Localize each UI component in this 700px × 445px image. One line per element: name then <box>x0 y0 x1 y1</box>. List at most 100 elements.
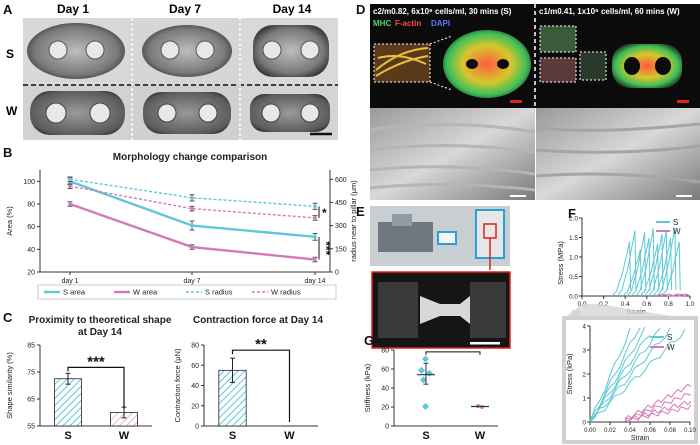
y2-tick-label: 150 <box>335 246 347 253</box>
pillar <box>195 40 215 60</box>
data-point-s <box>425 369 434 377</box>
y-tick-label: 4 <box>582 324 586 331</box>
stress-curve-s <box>635 228 655 297</box>
inset-w-zoom-3 <box>579 51 607 81</box>
row-s-label: S <box>6 47 14 61</box>
inset-w-zoom-2 <box>539 57 577 83</box>
device-highlight-blue <box>437 231 457 245</box>
x-tick-label: S <box>64 430 71 442</box>
legend-label: S radius <box>205 288 233 297</box>
stress-curve-s <box>626 232 647 297</box>
stress-curve-s <box>639 243 660 297</box>
stress-curve-s <box>589 328 631 423</box>
y-tick-label: 85 <box>27 343 35 350</box>
x-tick-label: S <box>422 430 429 442</box>
legend-label-s: S <box>673 218 678 227</box>
stress-curve-w <box>624 400 692 423</box>
pillar-hole <box>497 59 509 69</box>
bar-S <box>54 378 82 427</box>
chart-c2: 0 20 40 60 80 Contraction force (μN) S W ** <box>173 336 318 442</box>
stress-curve-s <box>589 328 686 423</box>
sem-texture <box>535 122 700 184</box>
fiber-texture <box>375 47 429 77</box>
d-right-title: c1/m0.41, 1x10⁶ cells/ml, 60 mins (W) <box>539 7 680 16</box>
pillar <box>300 40 320 60</box>
tissue-in-grips <box>420 296 470 324</box>
x-tick-label: day 7 <box>183 278 200 285</box>
pillar <box>89 102 111 124</box>
day7-header: Day 7 <box>169 2 201 16</box>
sem-image-w <box>536 108 700 200</box>
x-tick-label: 0.00 <box>584 428 596 434</box>
y-tick-label: 40 <box>381 386 389 393</box>
legend-box <box>37 284 337 300</box>
tissue-s-day7 <box>142 25 232 77</box>
x-tick-label: W <box>284 430 295 442</box>
tissue-w-day1 <box>30 91 125 135</box>
pillar <box>300 103 320 123</box>
x-tick-label: 0.08 <box>664 428 676 434</box>
stress-curve-s <box>631 237 651 297</box>
x-tick-label: 0.02 <box>604 428 616 434</box>
device-motor <box>378 222 433 252</box>
chart-c1-title-line2: at Day 14 <box>78 327 122 338</box>
x-tick-label: S <box>229 430 236 442</box>
stress-curve-w <box>624 383 692 420</box>
chart-f-inset: 0 1 2 3 4 0.00 0.02 0.04 0.06 0.08 0.10 Stress (kPa… <box>565 324 696 443</box>
y-tick-label: 60 <box>381 367 389 374</box>
y-tick-label: 75 <box>27 370 35 377</box>
x-tick-label: W <box>119 430 130 442</box>
y-tick-label: 0 <box>195 424 199 431</box>
zoom-connector <box>564 304 684 318</box>
y-tick-label: 20 <box>381 405 389 412</box>
y-tick-label: 55 <box>27 424 35 431</box>
scale-bar <box>470 342 500 345</box>
stress-curve-s <box>589 327 641 420</box>
y-tick-label: 20 <box>191 403 199 410</box>
y2-tick-label: 300 <box>335 223 347 230</box>
panel-d: D c2/m0.82, 6x10⁶ cells/ml, 30 mins (S) … <box>356 2 700 200</box>
chart-f-main: 0.00.51.01.52.00.00.20.40.60.81.0Stress … <box>556 216 695 317</box>
inset-w-zoom-1 <box>539 25 577 53</box>
tissue-s-fluorescence <box>443 30 531 98</box>
y-tick-label: 0 <box>385 424 389 431</box>
scale-bar-white <box>510 195 526 197</box>
x-tick-label: 0.6 <box>642 301 651 308</box>
significance-star: * <box>322 206 327 220</box>
d-left-title: c2/m0.82, 6x10⁶ cells/ml, 30 mins (S) <box>373 7 512 16</box>
panel-g-label: G <box>364 333 374 348</box>
data-point <box>190 223 194 228</box>
panel-d-label: D <box>356 2 365 17</box>
stress-curve-s <box>644 234 664 297</box>
data-point-s <box>421 402 430 411</box>
data-point <box>313 235 317 239</box>
stress-curve-s <box>657 227 677 297</box>
chart-c1-title-line1: Proximity to theoretical shape <box>29 315 172 326</box>
y-axis-label: Stress (kPa) <box>565 353 574 395</box>
x-axis-label: Strain <box>631 435 649 442</box>
data-point <box>313 204 317 209</box>
significance-star: *** <box>87 353 105 370</box>
stress-curve-s <box>648 230 668 297</box>
x-tick-label: 0.04 <box>624 428 636 434</box>
panel-a: A Day 1 Day 7 Day 14 S W <box>3 2 338 140</box>
panel-b-label: B <box>3 145 12 160</box>
panel-f-label: F <box>568 206 576 221</box>
stress-curve-w <box>624 392 692 420</box>
y-tick-label: 20 <box>27 270 35 277</box>
y-tick-label: 2.0 <box>569 216 578 223</box>
series-line-W-radius <box>69 185 316 219</box>
x-tick-label: day 14 <box>304 278 325 285</box>
tissue-w-fluorescence <box>612 44 682 88</box>
data-point <box>190 196 194 200</box>
tissue-w-day7 <box>143 92 231 134</box>
tissue-s-day1 <box>27 23 125 79</box>
panel-e: E <box>356 204 511 349</box>
stress-curve-w <box>624 404 692 423</box>
data-point <box>313 216 317 220</box>
data-point <box>190 245 194 249</box>
y-tick-label: 40 <box>191 383 199 390</box>
panel-g: G 0 20 40 60 80 Stiffness (kPa) S W * <box>363 333 498 442</box>
chart-c2-title: Contraction force at Day 14 <box>193 315 323 326</box>
